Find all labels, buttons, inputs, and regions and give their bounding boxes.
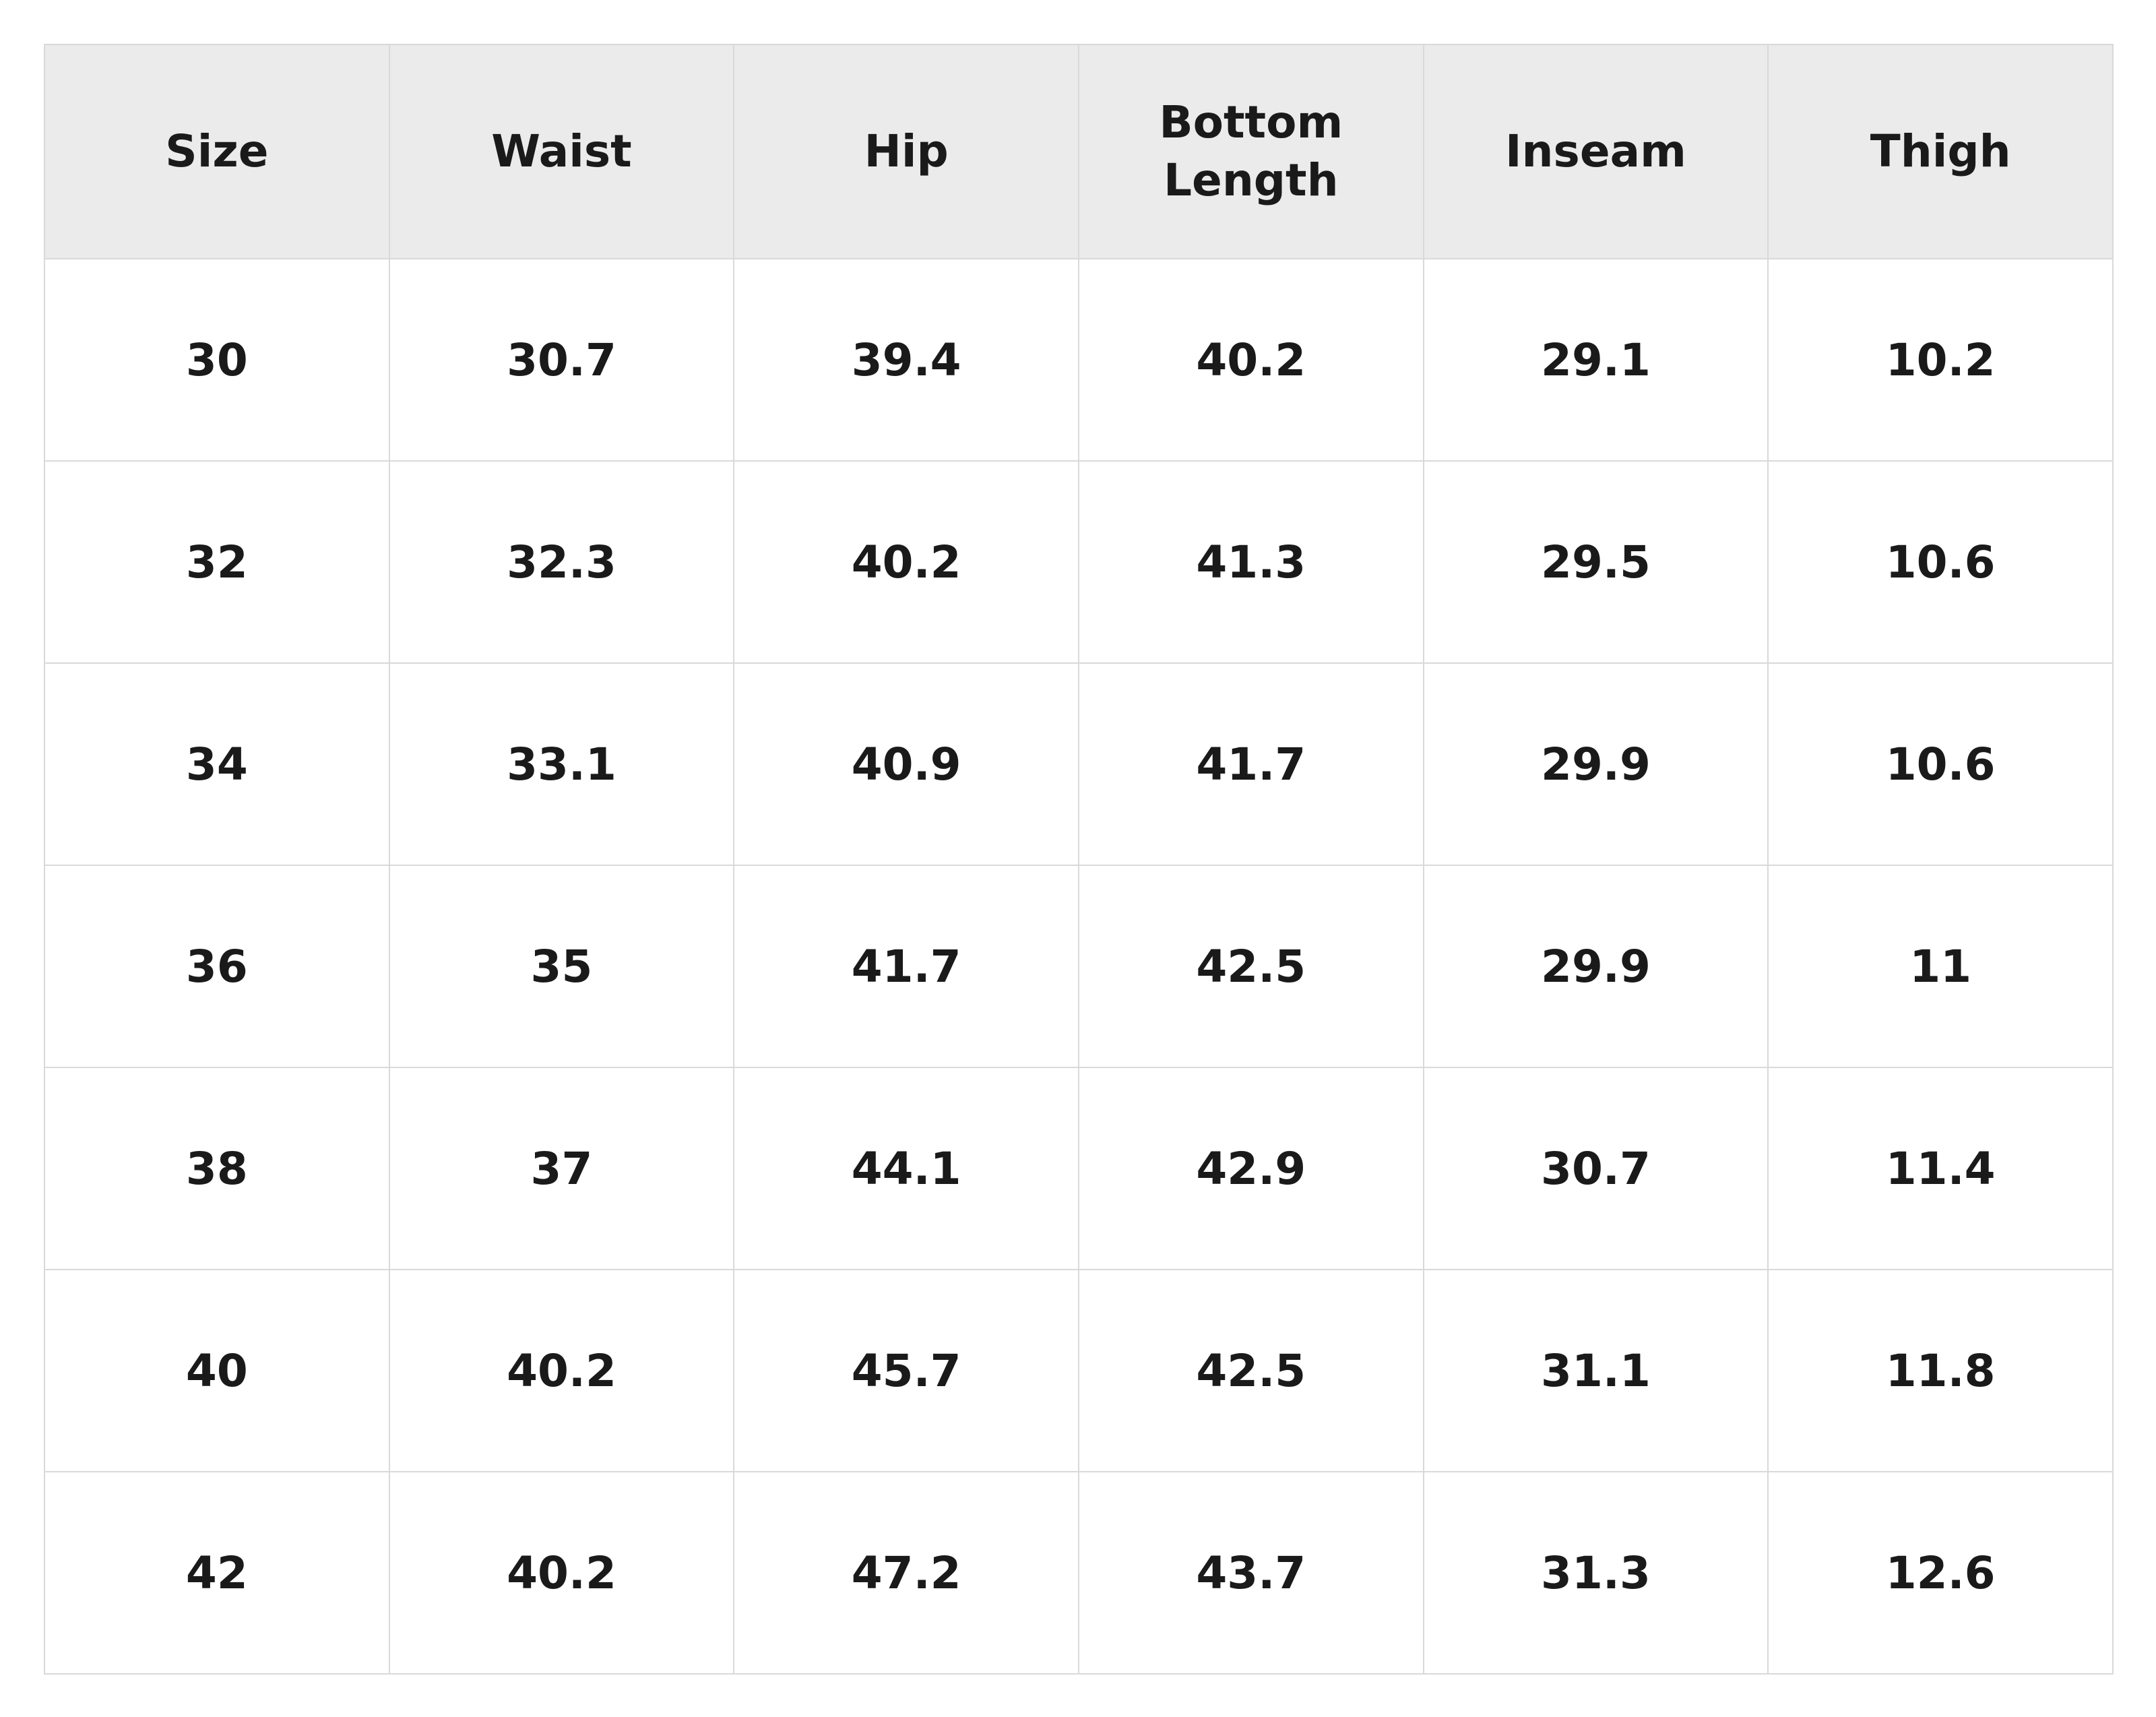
table-row: 32 32.3 40.2 41.3 29.5 10.6 [44,460,2114,664]
table-cell: 29.1 [1422,258,1769,462]
table-cell: 42 [44,1471,390,1675]
table-cell: 43.7 [1077,1471,1424,1675]
header-label: Inseam [1505,125,1686,177]
table-cell: 33.1 [388,662,735,866]
table-cell: 40.2 [733,460,1079,664]
table-cell: 40.2 [388,1471,735,1675]
table-cell: 40.2 [1077,258,1424,462]
table-cell: 10.6 [1767,460,2114,664]
table-row: 36 35 41.7 42.5 29.9 11 [44,865,2114,1068]
table-cell: 10.2 [1767,258,2114,462]
table-cell: 44.1 [733,1067,1079,1270]
header-label: Hip [864,125,949,177]
table-cell: 42.9 [1077,1067,1424,1270]
table-cell: 41.7 [733,865,1079,1068]
table-cell: 40.2 [388,1269,735,1472]
table-cell: 30.7 [1422,1067,1769,1270]
header-row: Size Waist Hip Bottom Length Inseam Thigh [44,44,2114,259]
table-cell: 29.5 [1422,460,1769,664]
table-body: 30 30.7 39.4 40.2 29.1 10.2 32 32.3 40.2 41.3 29.5… [44,258,2114,1675]
header-cell: Inseam [1422,44,1769,259]
size-table: Size Waist Hip Bottom Length Inseam Thigh 30 3… [44,44,2114,1675]
table-cell: 41.7 [1077,662,1424,866]
header-cell: Bottom Length [1077,44,1424,259]
table-cell: 45.7 [733,1269,1079,1472]
table-cell: 32 [44,460,390,664]
table-cell: 35 [388,865,735,1068]
table-row: 40 40.2 45.7 42.5 31.1 11.8 [44,1269,2114,1472]
table-cell: 10.6 [1767,662,2114,866]
table-cell: 40 [44,1269,390,1472]
table-row: 30 30.7 39.4 40.2 29.1 10.2 [44,258,2114,462]
table-cell: 40.9 [733,662,1079,866]
table-cell: 41.3 [1077,460,1424,664]
table-cell: 39.4 [733,258,1079,462]
table-cell: 38 [44,1067,390,1270]
table-header: Size Waist Hip Bottom Length Inseam Thigh [44,44,2114,259]
table-cell: 37 [388,1067,735,1270]
table-cell: 31.3 [1422,1471,1769,1675]
table-cell: 32.3 [388,460,735,664]
header-label: Bottom Length [1159,96,1343,206]
header-label: Size [165,125,269,177]
table-row: 42 40.2 47.2 43.7 31.3 12.6 [44,1471,2114,1675]
header-cell: Hip [733,44,1079,259]
table-cell: 11 [1767,865,2114,1068]
header-cell: Thigh [1767,44,2114,259]
table-cell: 42.5 [1077,1269,1424,1472]
table-cell: 34 [44,662,390,866]
header-cell: Size [44,44,390,259]
table-cell: 31.1 [1422,1269,1769,1472]
table-cell: 11.8 [1767,1269,2114,1472]
header-cell: Waist [388,44,735,259]
table-cell: 30 [44,258,390,462]
table-cell: 47.2 [733,1471,1079,1675]
table-cell: 42.5 [1077,865,1424,1068]
table-row: 34 33.1 40.9 41.7 29.9 10.6 [44,662,2114,866]
table-cell: 30.7 [388,258,735,462]
header-label: Thigh [1870,125,2011,177]
table-row: 38 37 44.1 42.9 30.7 11.4 [44,1067,2114,1270]
table-cell: 11.4 [1767,1067,2114,1270]
table-cell: 12.6 [1767,1471,2114,1675]
table-cell: 29.9 [1422,662,1769,866]
table-cell: 36 [44,865,390,1068]
table-cell: 29.9 [1422,865,1769,1068]
header-label: Waist [491,125,632,177]
